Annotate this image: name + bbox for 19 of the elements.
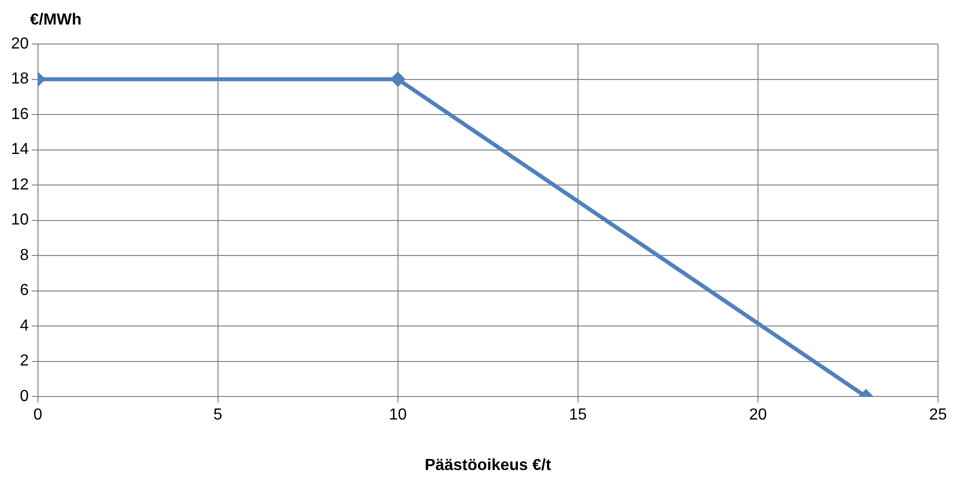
y-tick-label: 0 [20, 388, 29, 406]
y-tick-label: 18 [11, 70, 29, 88]
y-tick-label: 14 [11, 141, 29, 158]
x-tick-label: 10 [388, 406, 407, 424]
y-tick-label: 8 [20, 246, 29, 264]
y-tick-label: 6 [20, 282, 29, 300]
y-tick-label: 12 [11, 176, 29, 194]
y-axis-title: €/MWh [30, 11, 82, 28]
x-tick-label: 15 [569, 406, 587, 424]
y-tick-label: 20 [11, 35, 29, 52]
x-tick-label: 0 [33, 406, 42, 424]
y-tick-label: 4 [20, 317, 29, 334]
x-tick-label: 20 [749, 406, 767, 424]
y-tick-label: 2 [20, 352, 29, 370]
y-tick-label: 16 [11, 106, 29, 123]
x-axis-title: Päästöoikeus €/t [424, 456, 552, 474]
x-tick-label: 5 [213, 406, 222, 424]
y-tick-label: 10 [11, 212, 29, 229]
x-tick-label: 25 [929, 406, 947, 424]
